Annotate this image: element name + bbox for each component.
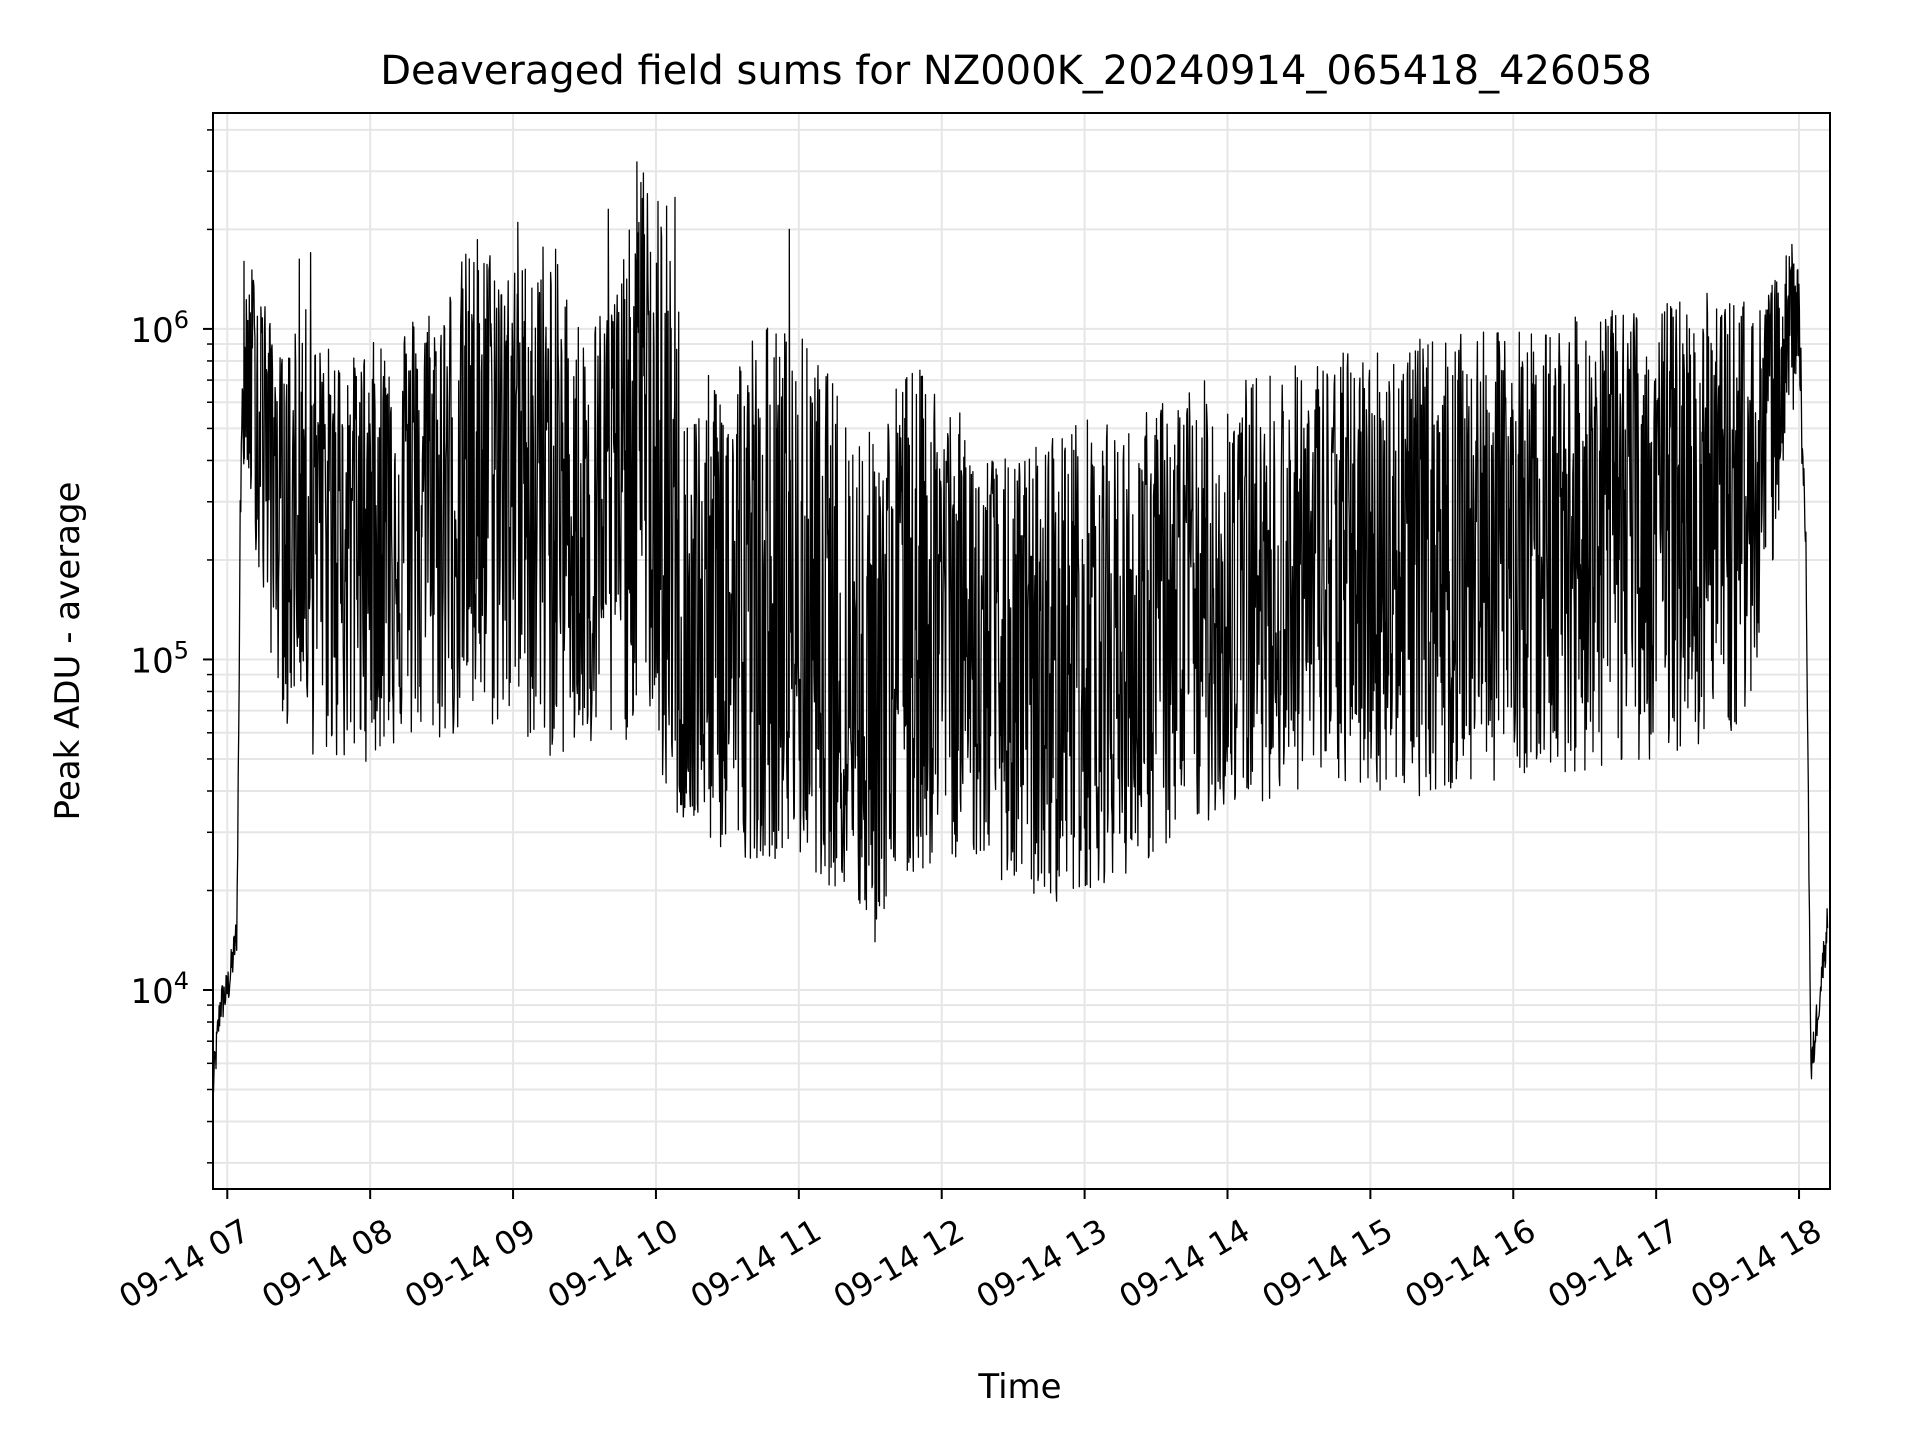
x-tick-label: 09-14 15 xyxy=(1256,1211,1400,1316)
x-axis: 09-14 07 09-14 08 09-14 09 09-14 10 09-14 11… xyxy=(112,1189,1828,1316)
x-tick-label: 09-14 13 xyxy=(970,1211,1114,1316)
y-tick-label: 106 xyxy=(130,306,189,351)
x-tick-label: 09-14 08 xyxy=(255,1211,399,1316)
plot-area xyxy=(212,112,1831,1190)
x-tick-label: 09-14 16 xyxy=(1398,1211,1542,1316)
y-axis-label: Peak ADU - average xyxy=(48,482,88,821)
x-tick-label: 09-14 07 xyxy=(112,1211,256,1316)
y-tick-label: 105 xyxy=(130,636,189,681)
chart-title: Deaveraged field sums for NZ000K_2024091… xyxy=(380,48,1652,94)
x-tick-label: 09-14 12 xyxy=(827,1211,971,1316)
y-tick-label: 104 xyxy=(130,967,189,1012)
x-tick-label: 09-14 09 xyxy=(398,1211,542,1316)
series-line xyxy=(212,161,1829,1093)
plot-frame xyxy=(212,112,1831,1190)
x-tick-label: 09-14 18 xyxy=(1684,1211,1828,1316)
x-axis-label: Time xyxy=(977,1367,1061,1407)
data-series xyxy=(212,161,1829,1093)
y-axis: 104 105 106 xyxy=(130,129,213,1164)
x-tick-label: 09-14 11 xyxy=(684,1211,828,1316)
x-tick-label: 09-14 17 xyxy=(1541,1211,1685,1316)
x-tick-label: 09-14 10 xyxy=(541,1211,685,1316)
x-tick-label: 09-14 14 xyxy=(1113,1211,1257,1316)
